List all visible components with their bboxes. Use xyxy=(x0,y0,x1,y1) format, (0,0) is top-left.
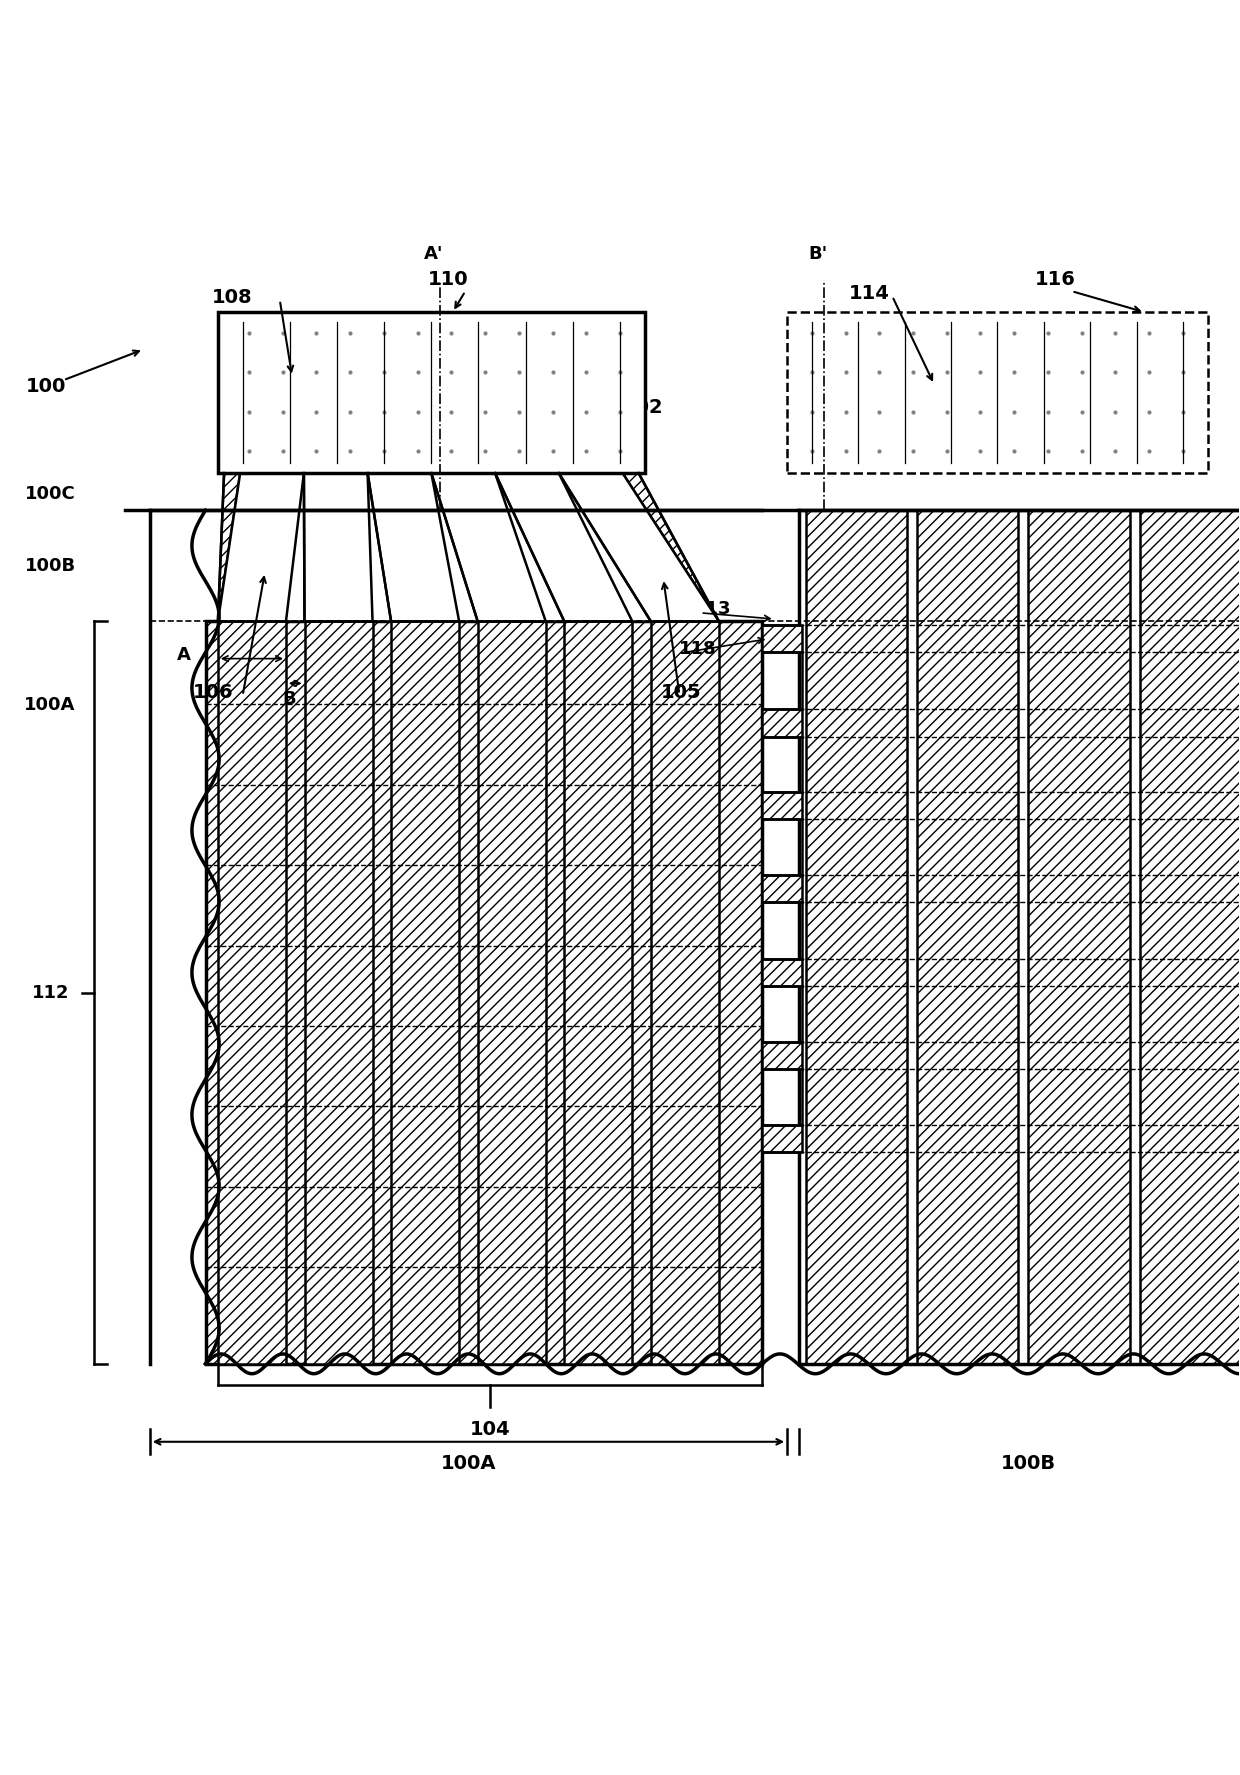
Polygon shape xyxy=(367,472,477,621)
Bar xyxy=(763,1125,802,1152)
Text: 100B: 100B xyxy=(1001,1454,1055,1473)
Polygon shape xyxy=(304,472,391,621)
Text: A': A' xyxy=(424,245,444,263)
Text: 104: 104 xyxy=(470,1420,511,1438)
Polygon shape xyxy=(218,472,241,621)
Bar xyxy=(218,312,645,472)
Polygon shape xyxy=(304,472,372,621)
Bar xyxy=(763,710,802,737)
Bar xyxy=(787,312,1208,472)
Polygon shape xyxy=(559,472,719,621)
Bar xyxy=(806,509,906,1363)
Polygon shape xyxy=(495,472,632,621)
Bar xyxy=(391,621,459,1363)
Text: B': B' xyxy=(808,245,827,263)
Text: 100B: 100B xyxy=(25,557,76,575)
Bar xyxy=(651,621,719,1363)
Text: 100: 100 xyxy=(26,376,67,396)
Text: A: A xyxy=(177,646,191,664)
Text: 100A: 100A xyxy=(440,1454,496,1473)
Bar xyxy=(218,621,286,1363)
Bar xyxy=(763,1042,802,1069)
Polygon shape xyxy=(432,472,564,621)
Bar xyxy=(763,875,802,902)
Bar xyxy=(305,621,372,1363)
Text: 100C: 100C xyxy=(25,485,76,502)
Bar xyxy=(1028,509,1130,1363)
Text: 110: 110 xyxy=(428,270,469,289)
Text: 118: 118 xyxy=(680,639,717,659)
Text: 114: 114 xyxy=(849,284,890,304)
Bar xyxy=(218,472,645,621)
Polygon shape xyxy=(218,472,304,621)
Bar xyxy=(763,792,802,820)
Bar xyxy=(206,621,763,1363)
Text: 105: 105 xyxy=(661,683,702,701)
Bar xyxy=(763,959,802,987)
Polygon shape xyxy=(367,472,459,621)
Text: 100A: 100A xyxy=(25,696,76,714)
Polygon shape xyxy=(622,472,719,621)
Bar xyxy=(564,621,632,1363)
Text: B: B xyxy=(283,690,296,708)
Bar xyxy=(1140,509,1240,1363)
Text: 116: 116 xyxy=(1034,270,1075,289)
Polygon shape xyxy=(241,472,305,621)
Text: 108: 108 xyxy=(212,288,253,307)
Polygon shape xyxy=(495,472,651,621)
Bar xyxy=(477,621,546,1363)
Bar xyxy=(763,625,802,653)
Text: 113: 113 xyxy=(694,600,732,618)
Bar xyxy=(916,509,1018,1363)
Text: 112: 112 xyxy=(32,983,69,1001)
Text: 106: 106 xyxy=(193,683,234,701)
Text: 102: 102 xyxy=(622,398,663,417)
Polygon shape xyxy=(432,472,546,621)
